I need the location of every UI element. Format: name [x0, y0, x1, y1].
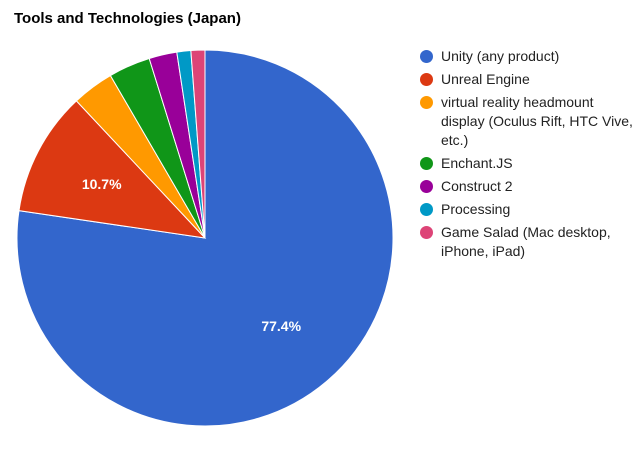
legend-swatch	[420, 50, 433, 63]
legend-item-5[interactable]: Processing	[420, 200, 635, 219]
legend-label: Unity (any product)	[441, 48, 560, 64]
legend-label: virtual reality headmount display (Oculu…	[441, 94, 633, 148]
legend-swatch	[420, 73, 433, 86]
chart-title: Tools and Technologies (Japan)	[14, 10, 241, 27]
slice-label-1: 10.7%	[82, 176, 122, 192]
pie-slice-1[interactable]	[18, 100, 207, 239]
legend-swatch	[420, 96, 433, 109]
legend-swatch	[420, 180, 433, 193]
legend-item-4[interactable]: Construct 2	[420, 177, 635, 196]
legend-item-0[interactable]: Unity (any product)	[420, 47, 635, 66]
legend-item-3[interactable]: Enchant.JS	[420, 154, 635, 173]
legend-item-6[interactable]: Game Salad (Mac desktop, iPhone, iPad)	[420, 223, 635, 261]
legend-swatch	[420, 203, 433, 216]
pie-slice-6[interactable]	[190, 49, 206, 239]
legend-swatch	[420, 226, 433, 239]
pie-chart: 77.4% 10.7%	[16, 49, 394, 427]
legend: Unity (any product) Unreal Engine virtual …	[420, 47, 635, 265]
legend-swatch	[420, 157, 433, 170]
legend-item-2[interactable]: virtual reality headmount display (Oculu…	[420, 93, 635, 150]
legend-item-1[interactable]: Unreal Engine	[420, 70, 635, 89]
legend-label: Construct 2	[441, 178, 513, 194]
legend-label: Enchant.JS	[441, 155, 513, 171]
legend-label: Game Salad (Mac desktop, iPhone, iPad)	[441, 224, 611, 259]
slice-label-0: 77.4%	[261, 318, 301, 334]
legend-label: Processing	[441, 201, 511, 217]
legend-label: Unreal Engine	[441, 71, 530, 87]
